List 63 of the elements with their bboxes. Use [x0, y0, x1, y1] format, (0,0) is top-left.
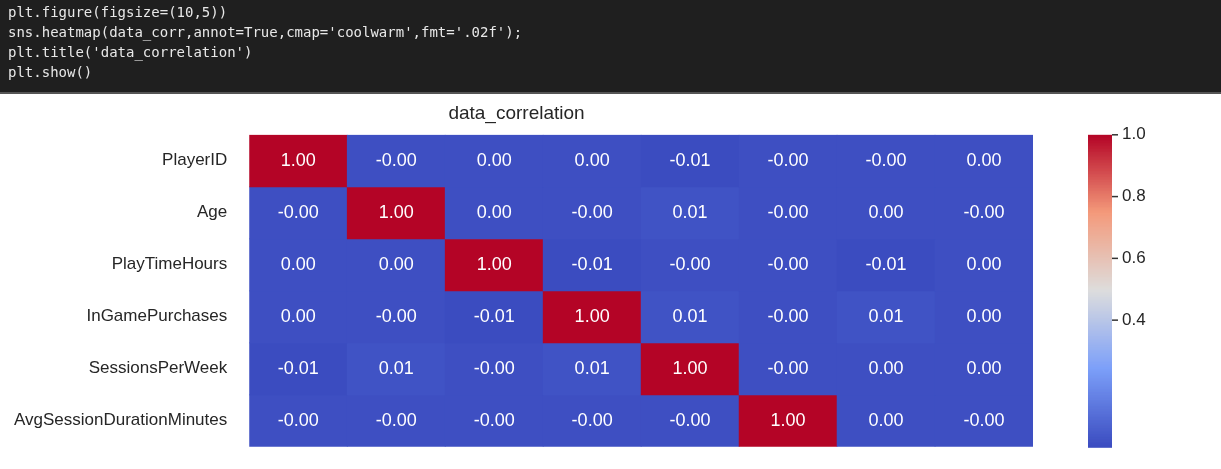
data-label: -0.00 — [375, 305, 417, 326]
data-label: -0.00 — [473, 409, 515, 430]
data-label: 0.00 — [966, 305, 1002, 326]
data-label: -0.01 — [669, 149, 711, 170]
y-tick-label: PlayTimeHours — [111, 254, 228, 274]
data-label: -0.00 — [767, 305, 809, 326]
data-label: -0.00 — [277, 201, 319, 222]
data-label: -0.01 — [277, 357, 319, 378]
y-tick-label: PlayerID — [162, 150, 228, 170]
data-label: -0.00 — [767, 253, 809, 274]
y-tick-label: Age — [197, 202, 228, 222]
text: plt.figure(figsize=(10,5)) — [8, 3, 229, 22]
text: plt.show() — [8, 63, 94, 82]
data-label: 1.00 — [280, 149, 316, 170]
data-label: -0.00 — [669, 409, 711, 430]
data-label: -0.00 — [963, 409, 1005, 430]
data-label: 0.00 — [868, 201, 904, 222]
y-tick-label: SessionsPerWeek — [88, 358, 228, 378]
data-label: 0.00 — [378, 253, 414, 274]
data-label: 1.00 — [476, 253, 512, 274]
data-label: 0.00 — [574, 149, 610, 170]
data-label: 0.01 — [574, 357, 610, 378]
data-label: 0.00 — [966, 149, 1002, 170]
data-label: 0.01 — [868, 305, 904, 326]
color-bar-label: 0.6 — [1122, 248, 1146, 268]
data-label: 0.01 — [672, 201, 708, 222]
data-label: 0.01 — [378, 357, 414, 378]
data-label: -0.01 — [571, 253, 613, 274]
color-bar-label: 0.8 — [1122, 186, 1146, 206]
data-label: 0.00 — [280, 305, 316, 326]
color-bar-label: 1.0 — [1122, 124, 1146, 144]
data-label: -0.00 — [277, 409, 319, 430]
color-bar-label: 0.4 — [1122, 309, 1146, 329]
data-label: 1.00 — [378, 201, 414, 222]
data-label: -0.01 — [473, 305, 515, 326]
y-tick-label: AvgSessionDurationMinutes — [14, 410, 228, 430]
data-label: -0.00 — [767, 201, 809, 222]
data-label: 0.00 — [966, 357, 1002, 378]
data-label: 0.00 — [476, 149, 512, 170]
text: plt.title('data_correlation') — [8, 43, 254, 62]
data-label: -0.00 — [963, 201, 1005, 222]
data-label: 0.00 — [868, 409, 904, 430]
data-label: -0.00 — [571, 201, 613, 222]
data-label: -0.00 — [571, 409, 613, 430]
data-label: -0.01 — [865, 253, 907, 274]
data-label: -0.00 — [767, 149, 809, 170]
data-label: -0.00 — [865, 149, 907, 170]
chart-title: data_correlation — [448, 101, 585, 124]
data-label: 0.00 — [868, 357, 904, 378]
data-label: -0.00 — [375, 149, 417, 170]
data-label: 1.00 — [770, 409, 806, 430]
data-label: -0.00 — [375, 409, 417, 430]
data-label: -0.00 — [473, 357, 515, 378]
data-label: 0.00 — [966, 253, 1002, 274]
data-label: 0.01 — [672, 305, 708, 326]
text: sns.heatmap(data_corr,annot=True,cmap='coolwarm',fmt='.02f'); — [8, 23, 524, 42]
data-label: -0.00 — [669, 253, 711, 274]
data-label: 1.00 — [574, 305, 610, 326]
data-label: -0.00 — [767, 357, 809, 378]
y-tick-label: InGamePurchases — [86, 306, 228, 326]
data-label: 0.00 — [280, 253, 316, 274]
data-label: 1.00 — [672, 357, 708, 378]
data-label: 0.00 — [476, 201, 512, 222]
